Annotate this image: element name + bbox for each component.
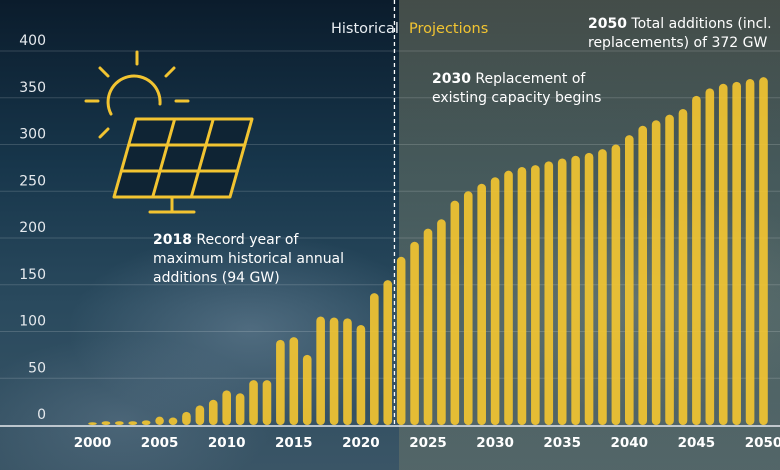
x-tick-2045: 2045 [678,435,716,451]
x-tick-2040: 2040 [611,435,649,451]
bar-2030 [490,177,500,425]
x-tick-2010: 2010 [208,435,246,451]
bar-2036 [571,155,580,425]
bar-2003 [128,421,138,425]
annotation-2050-line-2: replacements) of 372 GW [588,35,768,51]
bar-2024 [410,241,419,425]
bar-2014 [276,339,285,425]
bar-2025 [423,228,433,425]
annotation-2018: 2018 Record year of maximum historical a… [153,231,344,288]
bar-2005 [155,416,164,425]
x-tick-2050: 2050 [745,435,780,451]
bar-2032 [517,166,527,425]
y-tick-300: 300 [19,127,46,143]
annotation-2030-line-2: existing capacity begins [432,90,602,106]
bar-2019 [343,318,352,425]
x-tick-2020: 2020 [342,435,380,451]
annotation-2030-line-1: Replacement of [475,71,586,87]
y-tick-150: 150 [19,267,46,283]
bar-2046 [705,88,715,426]
x-tick-2000: 2000 [74,435,112,451]
bar-2010 [222,390,231,425]
bar-2048 [732,81,741,425]
annotation-2050-year: 2050 [588,16,627,32]
bar-2015 [289,337,299,425]
bar-2039 [611,144,621,425]
bar-2044 [678,108,688,425]
x-tick-labels: 2000 2005 2010 2015 2020 2025 2030 2035 2040 2045… [74,435,780,451]
bar-2013 [262,380,272,425]
bar-2026 [437,219,446,425]
bar-2049 [745,79,755,426]
bar-2007 [182,411,191,425]
y-tick-350: 350 [19,80,46,96]
y-tick-200: 200 [19,220,46,236]
annotation-2050-line-1: Total additions (incl. [631,16,772,32]
x-tick-2025: 2025 [409,435,447,451]
bar-2001 [101,421,111,425]
bar-2021 [370,293,379,425]
bar-2017 [316,316,325,425]
bar-2035 [557,158,567,425]
bar-2027 [450,200,460,425]
y-tick-0: 0 [37,407,46,423]
bar-2031 [504,170,513,425]
bar-2020 [356,324,366,425]
bar-2040 [625,135,634,425]
historical-label: Historical [331,21,399,37]
bar-2012 [249,380,258,425]
bar-2023 [396,256,406,425]
annotation-2030-year: 2030 [432,71,471,87]
annotation-2018-line-1: Record year of [196,232,299,248]
bar-2041 [638,125,648,426]
bar-2022 [383,280,393,425]
x-tick-2035: 2035 [543,435,581,451]
bar-2038 [598,149,607,426]
bar-2034 [544,161,554,425]
annotation-2050: 2050 Total additions (incl. replacements… [588,15,772,53]
x-tick-2015: 2015 [275,435,313,451]
x-tick-2005: 2005 [141,435,179,451]
bar-2000 [88,422,97,425]
bar-2011 [235,393,245,425]
y-tick-400: 400 [19,33,46,49]
bar-2008 [195,405,205,425]
bar-2018 [329,317,339,425]
bar-2004 [141,420,151,425]
bar-2009 [208,399,218,425]
solar-panel-with-sun-icon [84,50,254,214]
y-tick-50: 50 [28,360,46,376]
bar-2006 [168,417,178,425]
bar-2050 [759,77,768,426]
annotation-2018-year: 2018 [153,232,192,248]
bar-2043 [665,114,674,425]
x-tick-2030: 2030 [476,435,514,451]
projections-label: Projections [409,21,489,37]
bar-2002 [115,421,124,425]
annotation-2018-line-2: maximum historical annual [153,251,345,267]
annotation-2018-line-3: additions (94 GW) [153,270,280,286]
bar-2033 [531,165,540,425]
bar-2047 [718,83,728,425]
y-tick-250: 250 [19,173,46,189]
annotation-2030: 2030 Replacement of existing capacity be… [432,70,601,108]
bars [88,77,768,426]
bar-2016 [302,354,312,425]
bar-2029 [477,183,486,425]
bar-2045 [692,95,701,425]
bar-2037 [584,152,594,426]
bar-2042 [651,120,661,425]
y-tick-labels: 0 50 100 150 200 250 300 350 400 [19,33,46,423]
bar-2028 [463,191,473,425]
y-tick-100: 100 [19,314,46,330]
